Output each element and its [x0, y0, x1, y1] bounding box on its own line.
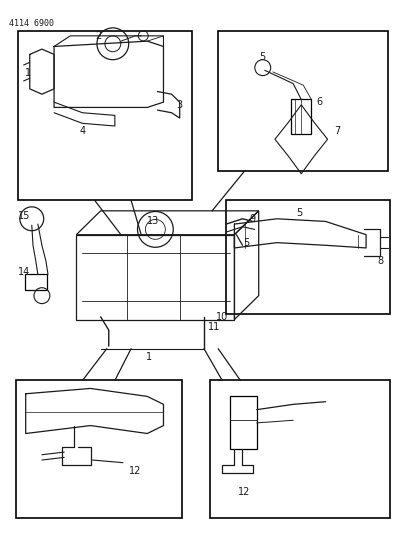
- Text: 3: 3: [177, 100, 183, 110]
- Text: 2: 2: [95, 31, 102, 41]
- Text: 15: 15: [18, 211, 30, 221]
- Text: 5: 5: [259, 52, 266, 62]
- Bar: [291, 100, 311, 134]
- Text: 1: 1: [24, 68, 31, 78]
- Text: 12: 12: [238, 487, 251, 497]
- Text: 13: 13: [147, 216, 160, 227]
- Bar: [25, 274, 47, 290]
- Text: 4114 6900: 4114 6900: [9, 19, 54, 28]
- Text: 9: 9: [250, 214, 256, 224]
- Text: 1: 1: [146, 352, 152, 361]
- Bar: [18, 30, 192, 200]
- Text: 5: 5: [296, 208, 302, 219]
- Text: 5: 5: [244, 238, 250, 248]
- Text: 14: 14: [18, 267, 30, 277]
- Bar: [226, 200, 390, 314]
- Text: 12: 12: [129, 466, 141, 475]
- Text: 7: 7: [335, 126, 341, 136]
- Text: 4: 4: [80, 126, 86, 136]
- Bar: [16, 381, 182, 519]
- Text: 6: 6: [317, 97, 323, 107]
- Bar: [210, 381, 390, 519]
- Bar: [218, 30, 388, 171]
- Text: 8: 8: [377, 256, 384, 266]
- Text: 10: 10: [216, 312, 228, 322]
- Text: 11: 11: [208, 322, 220, 333]
- Bar: [231, 397, 257, 449]
